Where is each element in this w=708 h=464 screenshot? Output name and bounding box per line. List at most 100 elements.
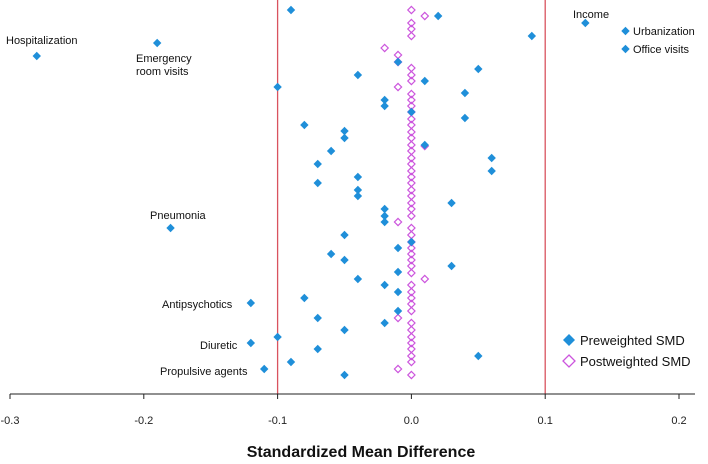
preweighted-point [166,223,175,233]
preweighted-point [300,120,309,130]
postweighted-point [406,325,416,335]
preweighted-point [353,185,363,195]
postweighted-point [406,280,416,290]
preweighted-point [273,82,282,92]
postweighted-point [420,11,430,21]
x-tick-label: 0.0 [404,415,419,427]
legend-post-label: Postweighted SMD [580,354,691,369]
preweighted-point [581,18,590,28]
postweighted-point [406,114,416,124]
annotation-label: Office visits [633,44,690,56]
preweighted-point [286,5,296,15]
postweighted-point [406,249,416,259]
preweighted-point [340,230,349,240]
postweighted-point [406,357,416,367]
postweighted-point [406,293,416,303]
preweighted-point [433,11,443,21]
x-tick-label: 0.1 [538,415,553,427]
postweighted-point [406,211,416,221]
postweighted-point [406,31,416,41]
postweighted-point [406,63,416,73]
preweighted-point [353,191,363,201]
preweighted-series [32,5,630,380]
preweighted-point [260,364,269,374]
preweighted-point [420,76,429,86]
preweighted-point [246,338,256,348]
postweighted-point [406,172,416,182]
preweighted-point [380,204,389,214]
preweighted-point [393,57,403,67]
postweighted-point [380,43,390,53]
preweighted-point [340,255,349,265]
annotation-label: Pneumonia [150,210,207,222]
postweighted-point [406,230,416,240]
postweighted-point [420,274,430,284]
preweighted-point [447,261,456,271]
postweighted-point [406,70,416,80]
postweighted-point [406,287,416,297]
preweighted-point [313,178,322,188]
postweighted-point [406,318,416,328]
preweighted-point [353,70,363,80]
preweighted-point [527,31,537,41]
preweighted-point [380,280,389,290]
preweighted-point [340,370,349,380]
preweighted-point [326,249,336,259]
postweighted-point [406,198,416,208]
preweighted-point [447,198,456,208]
postweighted-point [406,255,416,265]
postweighted-point [406,153,416,163]
preweighted-point [273,332,282,342]
preweighted-point [340,325,349,335]
preweighted-point [407,107,416,117]
preweighted-point [313,344,322,354]
preweighted-point [474,64,483,74]
postweighted-point [406,127,416,137]
postweighted-point [393,217,403,227]
postweighted-point [393,50,403,60]
postweighted-point [406,185,416,195]
x-axis-title: Standardized Mean Difference [247,444,476,461]
postweighted-point [393,82,403,92]
preweighted-point [32,51,41,61]
reference-lines [276,0,546,394]
postweighted-point [393,313,403,323]
preweighted-point [353,172,363,182]
x-tick-label: -0.1 [268,415,287,427]
postweighted-point [406,89,416,99]
x-axis: -0.3 -0.2 -0.1 0.0 0.1 0.2 [1,393,695,427]
annotation-label: Diuretic [200,340,238,352]
postweighted-point [406,332,416,342]
preweighted-point [313,313,322,323]
legend: Preweighted SMD Postweighted SMD [562,333,691,369]
postweighted-point [406,166,416,176]
preweighted-point [487,166,496,176]
postweighted-point [406,338,416,348]
preweighted-point [393,306,403,316]
annotation-label: Urbanization [633,26,695,38]
x-tick-label: -0.3 [1,415,20,427]
postweighted-point [406,76,416,86]
postweighted-point [406,268,416,278]
x-tick-label: -0.2 [134,415,153,427]
preweighted-point [300,293,309,303]
preweighted-point [340,133,349,143]
preweighted-point [621,26,630,36]
annotation-label: Emergency room visits [136,53,192,78]
postweighted-point [393,364,403,374]
postweighted-point [406,5,416,15]
legend-post-marker [562,354,576,368]
legend-pre-label: Preweighted SMD [580,333,685,348]
preweighted-point [407,237,416,247]
preweighted-point [380,101,389,111]
preweighted-point [286,357,296,367]
postweighted-point [406,243,416,253]
x-tick-label: 0.2 [671,415,686,427]
postweighted-point [406,370,416,380]
preweighted-point [313,159,322,169]
preweighted-point [353,274,363,284]
preweighted-point [393,243,403,253]
preweighted-point [460,113,470,123]
postweighted-point [406,140,416,150]
